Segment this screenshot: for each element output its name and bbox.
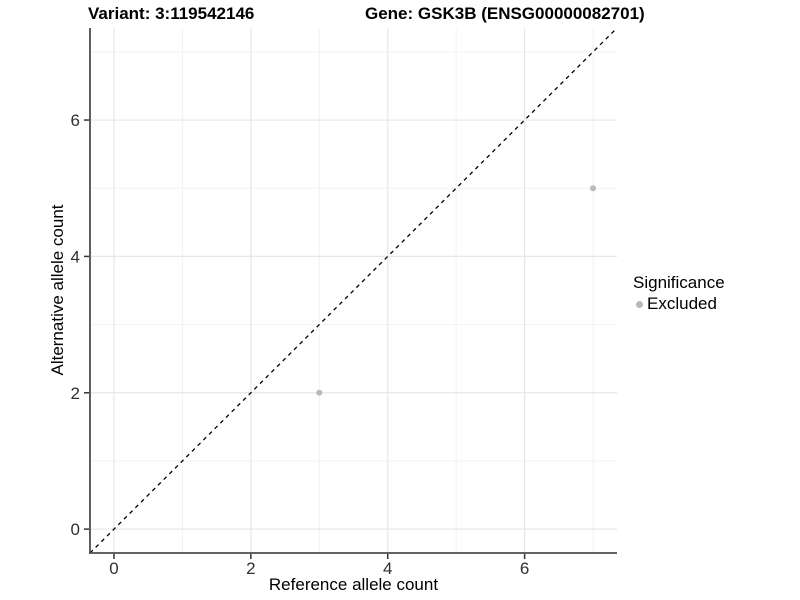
plot-title-gene: Gene: GSK3B (ENSG00000082701) <box>365 4 645 23</box>
legend-item-label: Excluded <box>647 294 717 313</box>
plot-title-variant: Variant: 3:119542146 <box>88 4 255 23</box>
legend-key <box>631 296 647 313</box>
y-tick-label: 4 <box>71 247 80 266</box>
legend-title: Significance <box>633 273 725 292</box>
x-tick-label: 4 <box>383 559 392 578</box>
axis-tick-marks <box>84 119 526 559</box>
major-gridlines <box>90 28 617 553</box>
y-tick-label: 2 <box>71 384 80 403</box>
y-axis-title: Alternative allele count <box>48 204 67 376</box>
x-tick-label: 6 <box>520 559 529 578</box>
data-point <box>590 185 597 192</box>
axis-lines <box>89 28 617 554</box>
x-tick-label: 0 <box>109 559 118 578</box>
identity-line <box>89 27 618 554</box>
legend-item: Excluded <box>631 294 725 314</box>
y-tick-label: 0 <box>71 520 80 539</box>
identity-reference-line <box>89 27 618 554</box>
y-tick-label: 6 <box>71 111 80 130</box>
x-tick-label: 2 <box>246 559 255 578</box>
legend-point-icon <box>635 300 643 308</box>
legend: Significance Excluded <box>631 273 725 314</box>
data-point <box>316 389 323 396</box>
minor-gridlines <box>90 28 617 553</box>
x-axis-title: Reference allele count <box>268 575 439 594</box>
axis-tick-labels: 0 2 4 6 0 2 4 6 <box>71 111 530 578</box>
data-points <box>316 185 597 396</box>
